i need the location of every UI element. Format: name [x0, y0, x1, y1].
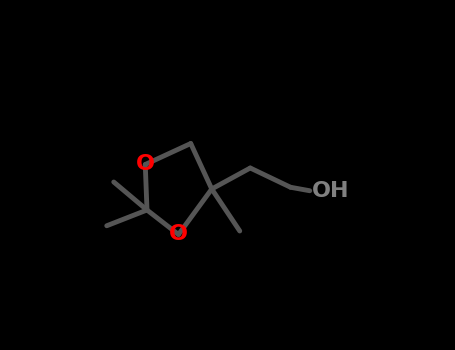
Text: O: O — [136, 154, 155, 175]
Text: OH: OH — [312, 181, 349, 201]
Text: O: O — [169, 224, 188, 245]
